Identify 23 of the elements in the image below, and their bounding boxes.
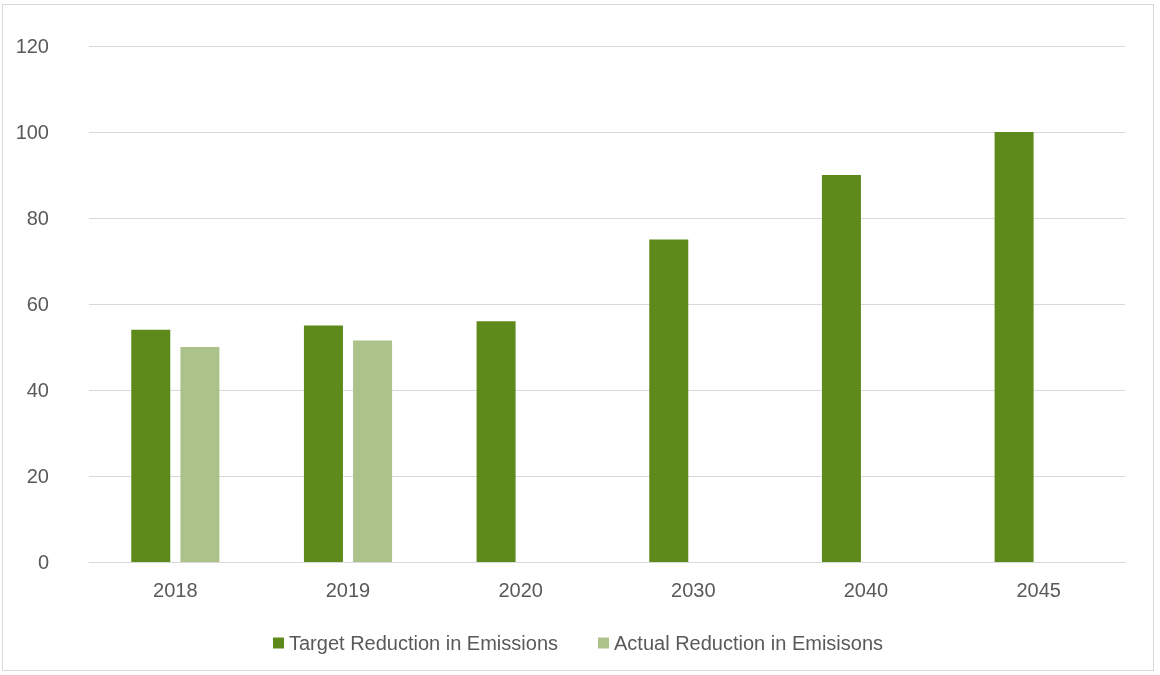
- bar: [131, 329, 171, 562]
- y-tick-label: 0: [37, 551, 49, 573]
- bar: [649, 239, 689, 562]
- y-tick-label: 60: [26, 293, 49, 315]
- y-tick-label: 100: [15, 121, 49, 143]
- bar: [476, 321, 516, 562]
- x-tick-label: 2019: [325, 579, 371, 601]
- x-tick-label: 2040: [843, 579, 889, 601]
- x-tick-label: 2020: [498, 579, 543, 601]
- bar: [821, 175, 861, 562]
- bar: [994, 132, 1034, 562]
- y-tick-label: 20: [26, 465, 49, 487]
- x-tick-label: 2045: [1016, 579, 1061, 601]
- bar: [303, 325, 343, 562]
- y-tick-label: 40: [26, 379, 49, 401]
- bar: [180, 347, 220, 562]
- legend-label: Target Reduction in Emissions: [288, 632, 558, 654]
- x-tick-label: 2018: [153, 579, 198, 601]
- y-tick-label: 120: [15, 35, 49, 57]
- bar: [353, 340, 393, 562]
- y-tick-label: 80: [26, 207, 49, 229]
- x-tick-label: 2030: [671, 579, 716, 601]
- legend-label: Actual Reduction in Emisisons: [614, 632, 884, 654]
